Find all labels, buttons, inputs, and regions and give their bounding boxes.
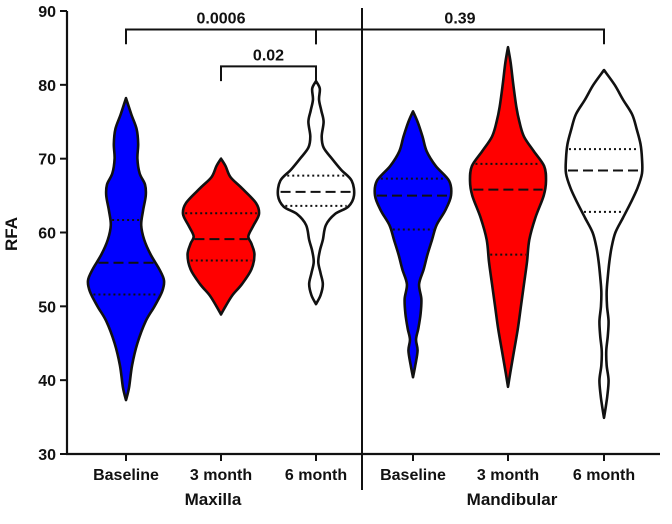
group-label-mandibular: Mandibular	[467, 490, 558, 509]
p-value-label: 0.39	[444, 10, 475, 27]
y-tick-label: 40	[38, 373, 56, 390]
comparison-bracket: 0.0006	[125, 10, 317, 45]
bracket-line	[315, 28, 605, 45]
y-tick-label: 30	[38, 447, 56, 464]
violin-body	[468, 45, 548, 389]
x-tick-label: 6 month	[285, 467, 347, 484]
violin-body	[86, 96, 166, 402]
violin-body	[181, 157, 261, 316]
comparison-bracket: 0.39	[315, 10, 605, 45]
violin-mandibular-6-month	[564, 68, 644, 420]
p-value-label: 0.0006	[197, 10, 246, 27]
group-label-maxilla: Maxilla	[185, 490, 242, 509]
x-tick-label: Baseline	[93, 467, 159, 484]
violin-maxilla-baseline	[86, 96, 166, 402]
violin-mandibular-3-month	[468, 45, 548, 389]
p-value-label: 0.02	[253, 47, 284, 64]
violin-body	[564, 68, 644, 420]
annotations-layer: 0.0006 0.02 0.39	[125, 10, 605, 82]
x-tick-label: Baseline	[380, 467, 446, 484]
y-tick-label: 50	[38, 299, 56, 316]
violin-maxilla-6-month	[276, 79, 356, 306]
violin-body	[373, 110, 453, 379]
x-tick-label: 3 month	[477, 467, 539, 484]
comparison-bracket: 0.02	[220, 47, 317, 82]
y-tick-label: 60	[38, 226, 56, 243]
violin-mandibular-baseline	[373, 110, 453, 379]
bracket-line	[220, 65, 317, 82]
y-tick-label: 70	[38, 152, 56, 169]
violins-layer	[86, 45, 644, 420]
y-tick-label: 80	[38, 78, 56, 95]
x-tick-label: 3 month	[190, 467, 252, 484]
violin-maxilla-3-month	[181, 157, 261, 316]
y-tick-label: 90	[38, 4, 56, 21]
bracket-line	[125, 28, 317, 45]
y-axis-title: RFA	[2, 217, 21, 251]
x-tick-label: 6 month	[573, 467, 635, 484]
x-ticks: Baseline 3 month 6 month Baseline 3 month 6 m…	[93, 454, 635, 484]
y-ticks: 30 40 50 60 70 80 90	[38, 4, 67, 464]
